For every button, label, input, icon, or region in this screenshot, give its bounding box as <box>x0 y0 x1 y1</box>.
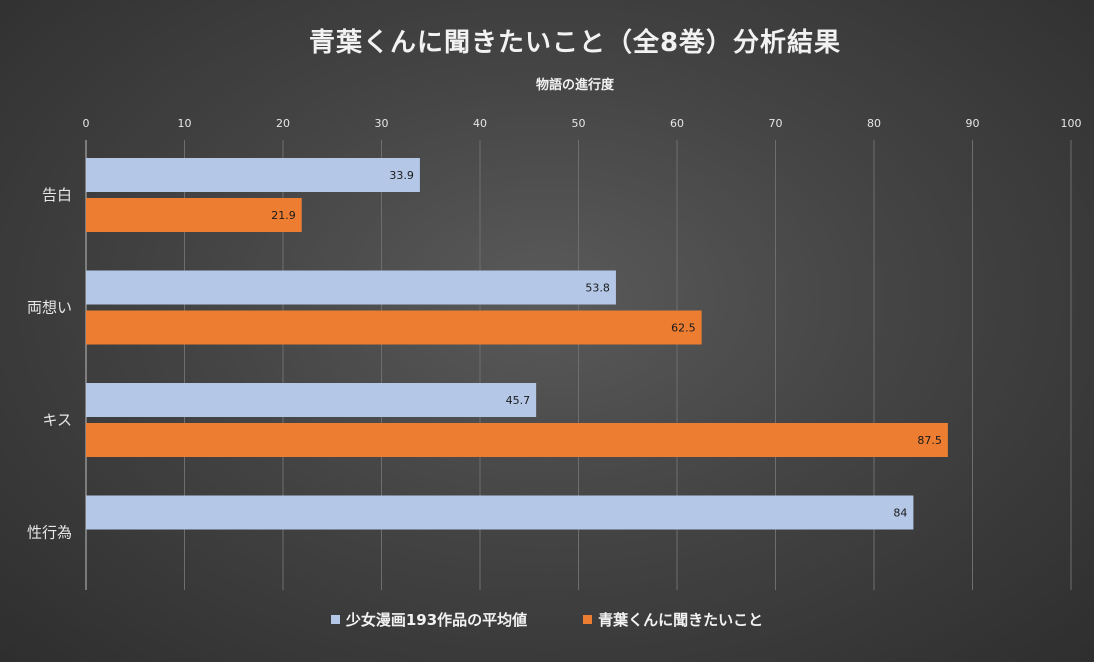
data-label: 33.9 <box>389 169 414 182</box>
bars: 33.9 21.9 53.8 62.5 45.7 87.5 84 <box>86 158 948 530</box>
x-tick-label: 30 <box>375 117 389 130</box>
x-tick-label: 90 <box>966 117 980 130</box>
bar-aoba <box>86 423 948 457</box>
bar-aoba <box>86 198 302 232</box>
x-tick-label: 70 <box>769 117 783 130</box>
x-axis-title: 物語の進行度 <box>535 78 614 93</box>
bar-average <box>86 383 537 417</box>
category-label: 性行為 <box>27 524 72 542</box>
x-tick-label: 20 <box>276 117 290 130</box>
category-label: 両想い <box>27 299 72 317</box>
data-label: 87.5 <box>917 434 942 447</box>
data-label: 53.8 <box>585 282 610 295</box>
x-tick-label: 50 <box>572 117 586 130</box>
legend-label-average: 少女漫画193作品の平均値 <box>345 611 528 629</box>
bar-average <box>86 270 616 305</box>
x-tick-label: 100 <box>1061 117 1082 130</box>
legend-label-aoba: 青葉くんに聞きたいこと <box>598 611 764 629</box>
chart-title: 青葉くんに聞きたいこと（全8巻）分析結果 <box>308 28 842 58</box>
data-label: 84 <box>893 507 907 520</box>
legend-swatch-aoba <box>583 615 593 624</box>
data-label: 21.9 <box>271 209 296 222</box>
x-tick-label: 40 <box>473 117 487 130</box>
legend-item-average: 少女漫画193作品の平均値 <box>330 609 528 630</box>
x-axis-ticks: 0 10 20 30 40 50 60 70 80 90 100 <box>83 117 1082 130</box>
legend-swatch-average <box>330 615 340 624</box>
x-tick-label: 10 <box>178 117 192 130</box>
category-label: 告白 <box>42 186 72 204</box>
bar-average <box>86 158 420 192</box>
x-tick-label: 0 <box>83 117 90 130</box>
data-label: 45.7 <box>506 394 531 407</box>
data-label: 62.5 <box>671 322 696 335</box>
legend-item-aoba: 青葉くんに聞きたいこと <box>583 609 763 630</box>
x-tick-label: 80 <box>867 117 881 130</box>
bar-average <box>86 495 914 530</box>
bar-aoba <box>86 310 702 345</box>
legend: 少女漫画193作品の平均値 青葉くんに聞きたいこと <box>0 609 1094 630</box>
category-label: キス <box>42 411 72 429</box>
x-tick-label: 60 <box>670 117 684 130</box>
